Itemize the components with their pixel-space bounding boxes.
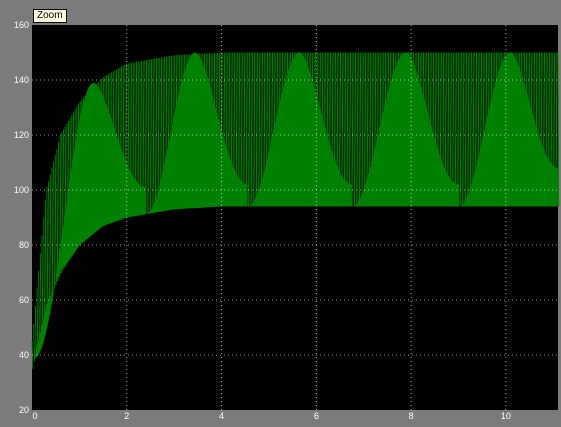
signal-trace-segment [250,52,253,207]
signal-trace-segment [466,52,468,207]
y-tick-label: 20 [19,405,29,415]
signal-trace-segment [44,200,47,310]
signal-trace-segment [157,58,160,213]
signal-trace-segment [49,174,52,297]
signal-lobe [145,52,248,215]
signal-trace-segment [247,52,249,207]
y-tick-label: 120 [14,130,29,140]
signal-trace-segment [243,52,246,207]
tick-label-layer: 0 2 4 6 8 10 20 40 60 80 100 120 140 160 [14,20,511,421]
signal-trace-segment [364,52,367,207]
zoom-tooltip: Zoom [33,9,67,23]
signal-trace-segment [245,52,248,207]
signal-trace-segment [51,167,54,293]
y-tick-label: 100 [14,185,29,195]
signal-lobe [34,82,146,359]
signal-trace-segment [255,52,258,207]
x-tick-label: 10 [501,411,511,421]
signal-trace-segment [39,253,42,332]
signal-trace-segment [348,52,351,207]
signal-trace-segment [469,52,472,207]
x-tick-label: 2 [124,411,129,421]
signal-trace-segment [456,52,458,207]
signal-trace-segment [150,59,153,214]
x-tick-label: 8 [409,411,414,421]
signal-trace-segment [154,58,157,213]
signal-lobe [247,52,352,207]
signal-trace-segment [451,52,453,207]
signal-trace-segment [461,52,463,207]
signal-trace-segment [34,305,37,355]
y-tick-label: 60 [19,295,29,305]
signal-trace-segment [240,52,243,207]
y-tick-label: 80 [19,240,29,250]
signal-trace-segment [349,52,352,207]
signal-trace-segment [258,52,261,207]
signal-trace-segment [471,52,473,207]
signal-trace-segment [459,52,462,207]
signal-trace-segment [462,52,465,207]
signal-trace-segment [454,52,457,207]
signal-trace-segment [53,161,55,289]
signal-trace-segment [354,52,357,207]
x-tick-label: 6 [314,411,319,421]
signal-trace-segment [557,52,560,207]
signal-trace-segment [253,52,256,207]
x-tick-label: 4 [219,411,224,421]
signal-lobe [351,52,459,207]
signal-trace-segment [358,52,361,207]
signal-trace-segment [149,59,152,214]
signal-trace-segment [361,52,364,207]
signal-trace-segment [152,58,155,213]
signal-trace-segment [252,52,254,207]
signal-trace-segment [242,52,244,207]
grid-layer [32,25,558,410]
x-tick-label: 0 [32,411,37,421]
signal-trace-segment [359,52,362,207]
signal-trace-segment [58,142,60,277]
signal-trace-segment [33,323,35,362]
signal-trace-segment [464,52,467,207]
signal-lobes-layer [34,52,558,359]
signal-trace-segment [41,235,44,325]
signal-trace-segment [457,52,460,207]
signal-trace-segment [346,52,349,207]
signal-trace-segment [56,148,59,281]
y-tick-label: 40 [19,350,29,360]
signal-trace-segment [54,155,57,285]
signal-trace-segment [356,52,359,207]
signal-trace-segment [46,187,49,304]
signal-trace-segment [48,180,50,301]
signal-trace-segment [145,60,148,215]
signal-trace-segment [452,52,455,207]
signal-trace-segment [147,59,150,214]
signal-trace-segment [353,52,356,207]
signal-trace-segment [344,52,347,207]
y-tick-label: 160 [14,20,29,30]
signal-trace-segment [257,52,259,207]
signal-trace-segment [467,52,470,207]
signal-lobe [458,52,558,207]
signal-trace-segment [363,52,366,207]
y-tick-label: 140 [14,75,29,85]
signal-trace-segment [351,52,354,207]
signal-trace-segment [36,288,39,347]
signal-trace-segment [43,217,45,318]
signal-trace-segment [248,52,251,207]
signal-trace-segment [38,270,40,340]
